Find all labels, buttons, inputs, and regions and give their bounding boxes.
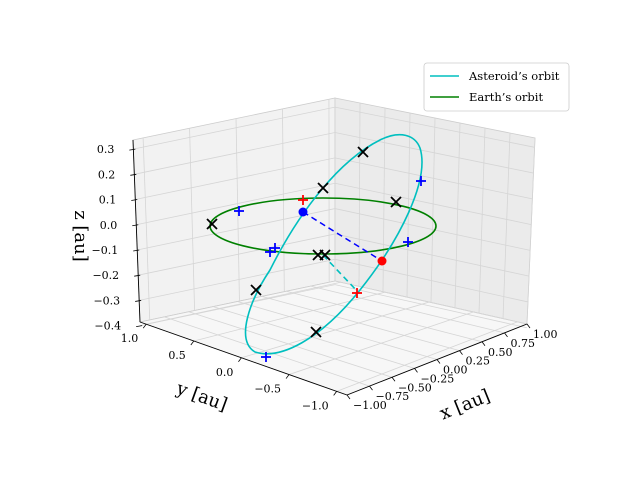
y-tick-label: −1.0 [302,399,329,412]
z-tick-label: 0.3 [97,143,115,156]
grid-lines [133,98,536,396]
z-tick-mark [135,300,142,302]
red-dot-marker [377,256,387,266]
x-tick-label: −0.75 [376,390,410,403]
z-tick-label: −0.2 [92,269,119,282]
y-tick-label: −0.5 [254,383,281,396]
legend-label-asteroid: Asteroid’s orbit [468,69,560,83]
x-grid-line-wall [430,117,436,303]
z-tick-mark [133,249,140,252]
y-tick-mark [142,323,147,329]
z-axis-label: z [au] [70,210,91,262]
x-tick-mark [436,359,441,364]
x-tick-label: 0.00 [443,364,468,377]
x-tick-mark [414,368,418,373]
y-grid-line-wall [235,118,240,302]
y-tick-label: 0.5 [168,349,186,362]
z-grid-line [140,284,527,329]
marker-group [206,146,426,362]
y-tick-mark [285,374,290,379]
black-x-marker [206,218,218,230]
z-tick-label: 0.1 [99,194,117,207]
x-tick-mark [346,394,351,400]
black-x-marker [310,326,322,338]
x-tick-mark [459,350,463,355]
z-tick-mark [136,325,143,328]
z-tick-label: −0.3 [93,294,120,307]
y-tick-label: 0.0 [216,366,234,379]
x-grid-line [286,290,483,343]
x-grid-line-wall [526,137,536,325]
legend-box [423,62,570,112]
black-x-marker [357,146,369,158]
legend-label-earth: Earth’s orbit [469,90,543,104]
x-tick-label: −0.25 [421,372,455,385]
black-x-marker [250,284,262,296]
z-axis-line [132,139,141,323]
x-grid-line [213,306,415,369]
y-tick-label: 1.0 [121,332,139,345]
x-tick-mark [369,385,373,391]
x-grid-line [261,295,460,352]
x-tick-label: 0.75 [511,337,536,350]
asteroid-orbit-dashed [322,254,359,293]
z-tick-label: −0.4 [94,320,121,333]
x-tick-label: −0.50 [398,381,432,394]
blue-dashed-line [302,211,383,262]
y-grid-line [288,311,474,375]
y-grid-line [193,291,386,342]
x-tick-mark [481,341,486,346]
x-tick-mark [526,323,531,329]
x-tick-label: 0.25 [466,355,491,368]
x-grid-line [310,285,505,334]
z-tick-mark [131,199,138,201]
x-grid-line [164,316,370,387]
x-grid-line [334,280,528,325]
x-tick-mark [391,377,396,382]
x-tick-label: 0.50 [488,346,513,359]
x-grid-line-wall [454,122,461,308]
y-grid-line [241,301,430,359]
black-x-marker [317,182,329,194]
y-tick-mark [190,340,195,346]
y-axis-label: y [au] [173,378,230,416]
z-tick-label: −0.1 [92,244,119,257]
black-x-marker [319,249,331,261]
x-tick-label: 1.00 [533,328,558,341]
blue-dot-marker [298,207,308,217]
z-tick-mark [130,173,137,176]
x-tick-mark [504,332,508,338]
x-grid-line-wall [358,102,361,287]
x-grid-line-wall [406,112,411,298]
y-grid-line-wall [142,137,151,320]
z-tick-mark [132,224,139,227]
y-grid-line-wall [189,128,195,311]
z-tick-label: 0.2 [98,168,116,181]
y-grid-line [146,281,341,325]
z-tick-mark [134,274,141,277]
y-tick-mark [333,391,337,396]
legend: Asteroid’s orbit Earth’s orbit [423,62,570,112]
tick-group: 0.30.20.10.0−0.1−0.2−0.3−0.4−1.00−0.75−0… [92,143,558,412]
x-grid-line [188,311,393,378]
x-grid-line-wall [502,132,511,319]
z-tick-mark [129,148,136,151]
y-grid-line [336,321,518,392]
y-tick-mark [238,357,242,363]
z-tick-label: 0.0 [100,219,118,232]
x-tick-label: −1.00 [353,399,387,412]
y-axis-line [139,321,348,396]
x-axis-label: x [au] [437,385,493,424]
black-x-marker [390,196,402,208]
x-grid-line [237,301,438,360]
x-grid-line-wall [478,127,486,314]
